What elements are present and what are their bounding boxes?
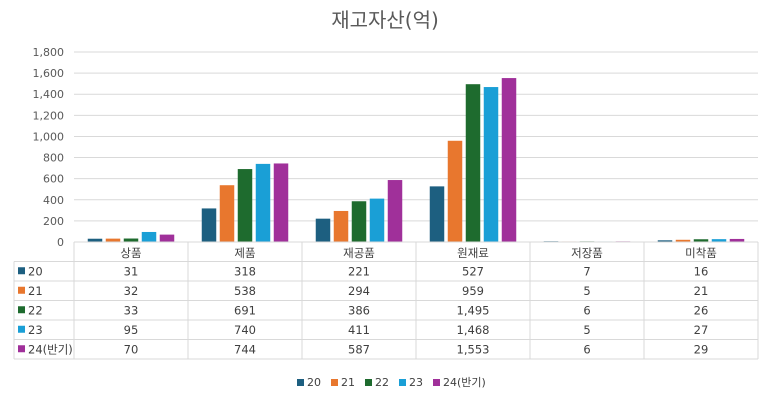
- table-cell-value: 294: [348, 284, 370, 298]
- bar: [105, 238, 121, 242]
- table-cell-value: 1,468: [457, 323, 490, 337]
- y-tick-label: 600: [43, 173, 64, 186]
- y-tick-label: 1,000: [33, 130, 65, 143]
- bar: [447, 140, 463, 242]
- table-cell-value: 221: [348, 264, 370, 278]
- table-cell-value: 538: [234, 284, 256, 298]
- table-cell-value: 6: [583, 303, 590, 317]
- table-cell-value: 587: [348, 342, 370, 356]
- table-cell-value: 26: [694, 303, 709, 317]
- bar: [159, 234, 175, 242]
- legend-swatch: [365, 379, 372, 386]
- y-tick-label: 200: [43, 215, 64, 228]
- series-name: 21: [28, 284, 43, 298]
- bar: [387, 180, 403, 242]
- y-tick-label: 1,400: [33, 88, 65, 101]
- legend-swatch: [433, 379, 440, 386]
- table-cell-value: 31: [124, 264, 139, 278]
- category-label: 저장품: [571, 246, 603, 260]
- legend-label: 20: [307, 376, 321, 389]
- bar: [201, 208, 217, 242]
- series-key-swatch: [18, 306, 25, 314]
- bars: [87, 78, 745, 243]
- bar: [255, 163, 271, 242]
- bar: [711, 239, 727, 242]
- table-cell-value: 691: [234, 303, 256, 317]
- series-key-swatch: [18, 325, 25, 333]
- bar: [369, 198, 385, 242]
- table-cell-value: 29: [694, 342, 709, 356]
- legend-swatch: [331, 379, 338, 386]
- table-cell-value: 386: [348, 303, 370, 317]
- legend: 20 21 22 23 24(반기): [297, 376, 486, 389]
- y-tick-label: 1,600: [33, 67, 65, 80]
- category-label: 상품: [120, 246, 141, 260]
- bar: [657, 240, 673, 242]
- table-cell-value: 5: [583, 323, 590, 337]
- y-tick-label: 800: [43, 152, 64, 165]
- bar: [675, 239, 691, 242]
- table-cell-value: 744: [234, 342, 256, 356]
- table-cell-value: 70: [124, 342, 139, 356]
- table-cell-value: 5: [583, 284, 590, 298]
- table-cell-value: 1,495: [457, 303, 490, 317]
- bar: [729, 238, 745, 242]
- legend-label: 24(반기): [443, 376, 486, 389]
- bar: [483, 87, 499, 243]
- bar: [333, 210, 349, 242]
- table-cell-value: 318: [234, 264, 256, 278]
- bar: [273, 163, 289, 242]
- series-name: 23: [28, 323, 43, 337]
- table-cell-value: 27: [694, 323, 709, 337]
- table-cell-value: 33: [124, 303, 139, 317]
- category-label: 미착품: [685, 246, 717, 260]
- y-tick-label: 1,200: [33, 109, 65, 122]
- series-name: 20: [28, 264, 43, 278]
- bar: [141, 231, 157, 242]
- table-cell-value: 959: [462, 284, 484, 298]
- bar: [351, 201, 367, 242]
- legend-swatch: [297, 379, 304, 386]
- category-label: 재공품: [343, 246, 375, 260]
- table-cell-value: 7: [583, 264, 590, 278]
- bar: [123, 238, 139, 242]
- category-label: 제품: [234, 246, 255, 260]
- table-cell-value: 1,553: [457, 342, 490, 356]
- bar: [693, 239, 709, 242]
- series-key-swatch: [18, 267, 25, 275]
- y-tick-label: 400: [43, 194, 64, 207]
- bar: [465, 84, 481, 242]
- table-cell-value: 527: [462, 264, 484, 278]
- table-cell-value: 16: [694, 264, 709, 278]
- y-axis-ticks: 0 200 400 600 800 1,000 1,200 1,400 1,600 1,800: [33, 46, 65, 249]
- bar: [315, 218, 331, 242]
- series-name: 24(반기): [28, 342, 73, 356]
- gridlines: [74, 51, 758, 243]
- bar: [87, 238, 103, 242]
- series-key-swatch: [18, 286, 25, 294]
- bar: [237, 169, 253, 242]
- series-name: 22: [28, 303, 43, 317]
- chart-title: 재고자산(억): [331, 8, 439, 32]
- category-label: 원재료: [457, 246, 489, 260]
- table-cell-value: 740: [234, 323, 256, 337]
- bar: [429, 186, 445, 242]
- y-tick-label: 0: [57, 236, 64, 249]
- y-tick-label: 1,800: [33, 46, 65, 59]
- bar: [219, 185, 235, 242]
- bar: [501, 78, 517, 242]
- legend-label: 23: [409, 376, 423, 389]
- legend-label: 21: [341, 376, 355, 389]
- table-cell-value: 6: [583, 342, 590, 356]
- table-cell-value: 411: [348, 323, 370, 337]
- table-cell-value: 95: [124, 323, 139, 337]
- table-cell-value: 32: [124, 284, 139, 298]
- series-key-swatch: [18, 345, 25, 353]
- legend-swatch: [399, 379, 406, 386]
- legend-label: 22: [375, 376, 389, 389]
- table-cell-value: 21: [694, 284, 709, 298]
